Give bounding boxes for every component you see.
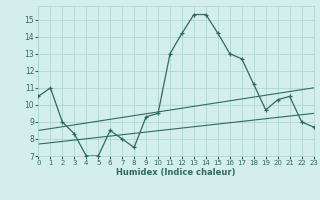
X-axis label: Humidex (Indice chaleur): Humidex (Indice chaleur) (116, 168, 236, 177)
